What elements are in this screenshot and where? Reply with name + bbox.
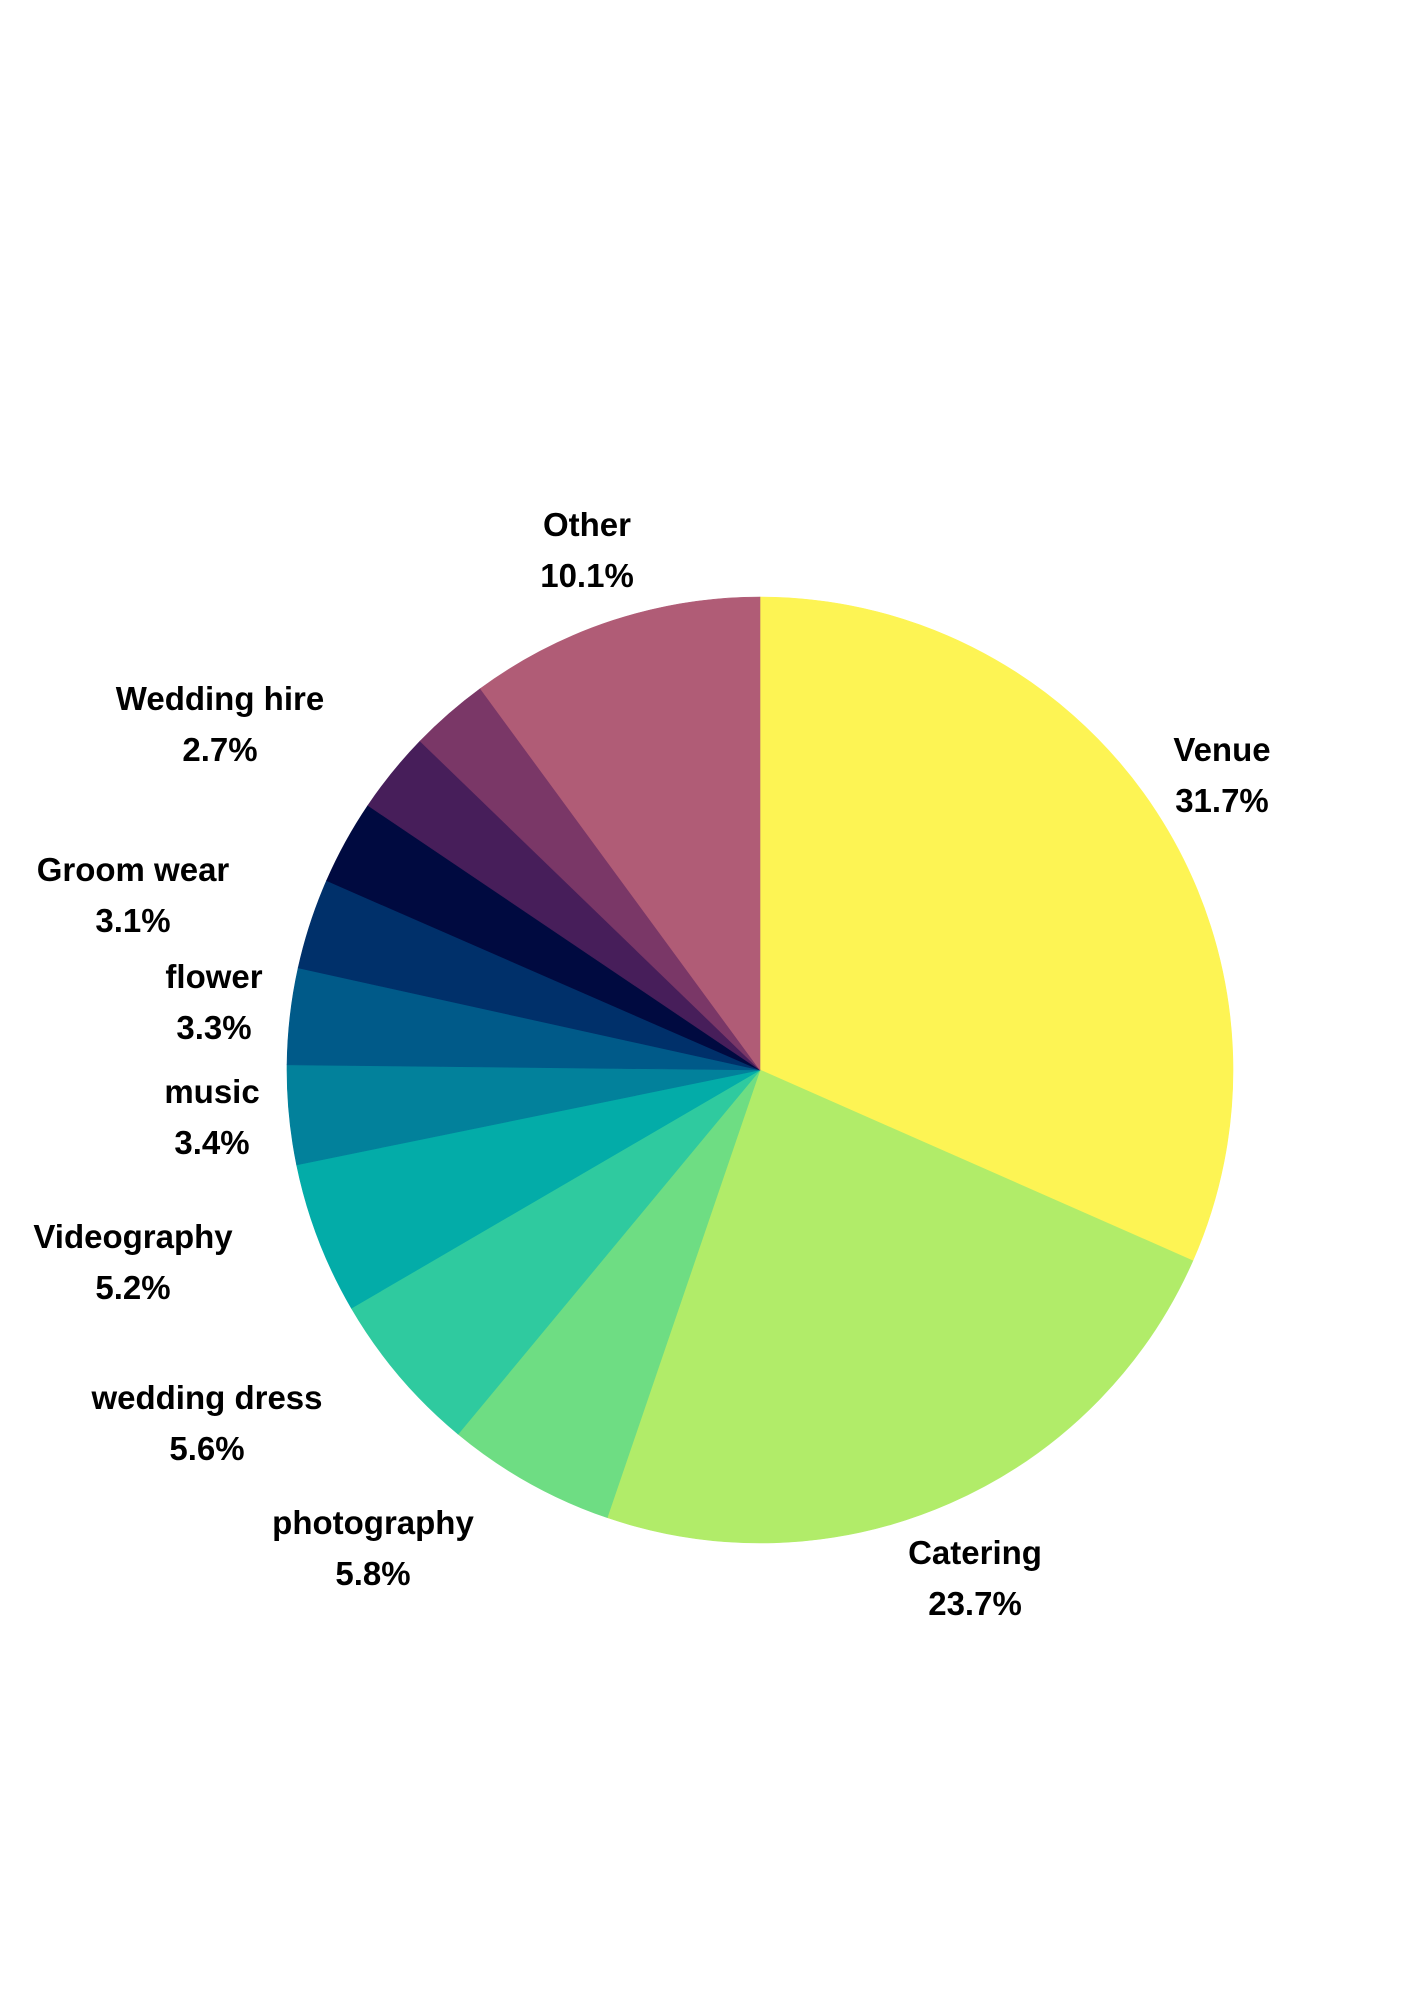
label-venue: Venue 31.7% <box>1173 724 1270 826</box>
label-other-name: Other <box>542 506 632 543</box>
label-wedding-dress: wedding dress 5.6% <box>91 1372 322 1474</box>
pie-slice-videography <box>296 1069 761 1309</box>
label-flower-pct: 3.3% <box>176 1009 252 1046</box>
label-catering-name: Catering <box>908 1534 1042 1571</box>
pie-slice-catering <box>606 1069 1194 1544</box>
label-wedding-hire-name: Wedding hire <box>115 680 325 717</box>
label-other-pct: 10.1% <box>540 557 634 594</box>
label-videography-pct: 5.2% <box>95 1269 171 1306</box>
label-groom-wear: Groom wear 3.1% <box>37 844 230 946</box>
label-wedding-hire: Wedding hire 2.7% <box>116 673 324 775</box>
pie-slice-venue <box>759 596 1234 1262</box>
label-venue-name: Venue <box>1173 731 1271 768</box>
label-wedding-hire-pct: 2.7% <box>182 731 258 768</box>
label-other: Other 10.1% <box>540 499 634 601</box>
label-photography: photography 5.8% <box>272 1497 474 1599</box>
pie-slice-photography <box>457 1069 761 1519</box>
label-photography-pct: 5.8% <box>335 1555 411 1592</box>
label-groom-wear-pct: 3.1% <box>95 902 171 939</box>
label-venue-pct: 31.7% <box>1175 782 1269 819</box>
label-wedding-dress-name: wedding dress <box>91 1379 323 1416</box>
label-music-name: music <box>164 1073 260 1110</box>
pie-slice-wedding-dress <box>350 1069 761 1435</box>
label-videography: Videography 5.2% <box>33 1211 232 1313</box>
pie-slice-other <box>479 596 761 1071</box>
label-flower: flower 3.3% <box>165 951 262 1053</box>
label-catering: Catering 23.7% <box>908 1527 1042 1629</box>
label-photography-name: photography <box>272 1504 474 1541</box>
label-music: music 3.4% <box>164 1066 259 1168</box>
label-music-pct: 3.4% <box>174 1124 250 1161</box>
label-catering-pct: 23.7% <box>928 1585 1022 1622</box>
label-groom-wear-name: Groom wear <box>36 851 230 888</box>
label-flower-name: flower <box>165 958 263 995</box>
label-wedding-dress-pct: 5.6% <box>169 1430 245 1467</box>
label-videography-name: Videography <box>33 1218 233 1255</box>
